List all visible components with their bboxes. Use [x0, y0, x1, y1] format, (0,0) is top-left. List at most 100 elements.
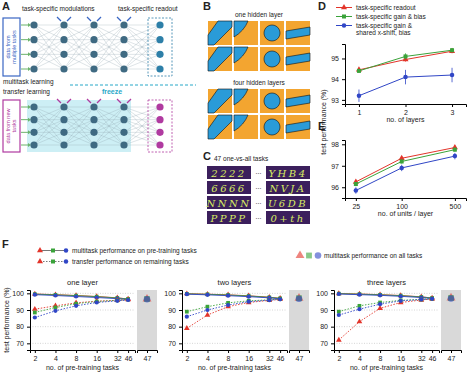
y-axis-title: test performance (%) — [320, 89, 328, 154]
all-tasks-marker — [144, 296, 150, 302]
tick: 2 — [33, 350, 37, 362]
tick-label: 25 — [352, 203, 360, 210]
tick: 47 — [448, 350, 456, 362]
tick: 32 — [114, 350, 122, 362]
label: data frommultiple tasks — [5, 30, 17, 64]
marker — [267, 298, 271, 302]
series-line — [187, 299, 280, 328]
legend-entry: multitask performance on all tasks — [324, 252, 423, 260]
tick: 32 — [266, 350, 274, 362]
tick-label: 32 — [418, 355, 426, 362]
label: task-specific modulations — [22, 5, 95, 13]
axis-line — [183, 351, 288, 354]
edge — [64, 25, 94, 40]
edge — [124, 132, 160, 145]
legend-marker — [37, 258, 43, 263]
marker — [378, 293, 382, 297]
tick-label: 8 — [227, 355, 231, 362]
marker — [399, 294, 403, 298]
edge — [94, 120, 124, 145]
edge — [94, 107, 124, 108]
modulation-arrow — [87, 17, 91, 21]
marker — [74, 294, 78, 298]
tick-label: 80 — [320, 323, 328, 330]
marker — [185, 292, 189, 296]
panel-a: task-specific modulations task-specific r… — [3, 5, 196, 152]
marker — [247, 300, 251, 304]
node — [120, 116, 127, 123]
edge — [64, 25, 94, 40]
node — [120, 103, 127, 110]
tick: 25 — [352, 198, 360, 210]
legend-marker — [64, 248, 69, 253]
sample-glyphs: 0+th — [270, 213, 305, 224]
tick-mark — [455, 198, 456, 201]
tick-label: 100 — [396, 203, 408, 210]
chart: 24816324670809010047two layersno. of pre… — [164, 278, 309, 372]
input-arrow — [21, 69, 28, 70]
modulation-arrow — [127, 99, 131, 103]
edge — [124, 25, 160, 40]
tick: 500 — [450, 198, 462, 210]
series-line — [187, 294, 280, 299]
label: freeze — [102, 88, 122, 95]
tick-mark — [179, 343, 182, 344]
grid-line — [30, 293, 135, 294]
marker — [246, 299, 252, 304]
edge — [94, 25, 124, 40]
edge — [64, 120, 94, 145]
marker — [358, 292, 362, 296]
sample-strip — [266, 166, 310, 179]
marker — [429, 296, 435, 301]
input-arrow — [21, 132, 28, 133]
marker — [33, 315, 37, 319]
tick-label: 2 — [33, 355, 37, 362]
marker — [398, 299, 404, 304]
tick: 47 — [144, 350, 152, 362]
tick-mark — [27, 327, 30, 328]
axis-line — [138, 351, 158, 354]
edge — [124, 25, 160, 26]
edge — [64, 107, 94, 132]
legend-marker — [342, 23, 347, 28]
tick-mark — [280, 350, 281, 353]
edge — [64, 107, 94, 132]
axis-line — [31, 351, 136, 354]
freeze-region — [27, 100, 131, 152]
marker — [126, 298, 130, 302]
tick: 100 — [316, 290, 334, 297]
label: task-specific readout — [118, 5, 178, 13]
tick-label: 100 — [316, 290, 328, 297]
tick-mark — [207, 350, 208, 353]
edge — [94, 107, 124, 132]
figure: ABCDEFtask-specific modulationstask-spec… — [0, 0, 474, 379]
modulation-arrow — [67, 99, 71, 103]
node — [156, 141, 163, 148]
x-axis: 248163246 — [183, 350, 288, 362]
input-arrow — [21, 119, 28, 120]
x-axis: 25 100 500 — [346, 198, 467, 210]
marker — [185, 310, 189, 314]
decision-region — [286, 27, 310, 39]
subplot-title: one layer — [67, 278, 98, 287]
node — [60, 51, 67, 58]
tick: 16 — [93, 350, 101, 362]
edge — [94, 25, 124, 54]
edge — [124, 40, 160, 69]
edge — [124, 107, 160, 132]
node — [60, 65, 67, 72]
decision-map — [208, 89, 232, 113]
sample-glyphs: 6666 — [211, 183, 246, 194]
marker — [399, 298, 403, 302]
modulation-arrow — [97, 99, 101, 103]
tick-mark — [27, 343, 30, 344]
tick-label: 96 — [331, 184, 339, 191]
input-box — [3, 100, 20, 152]
tick-mark — [452, 104, 453, 107]
decision-map — [286, 47, 310, 71]
marker — [430, 297, 434, 301]
node — [30, 129, 37, 136]
tick: 90 — [320, 307, 334, 314]
edge — [64, 132, 94, 145]
node — [156, 116, 163, 123]
